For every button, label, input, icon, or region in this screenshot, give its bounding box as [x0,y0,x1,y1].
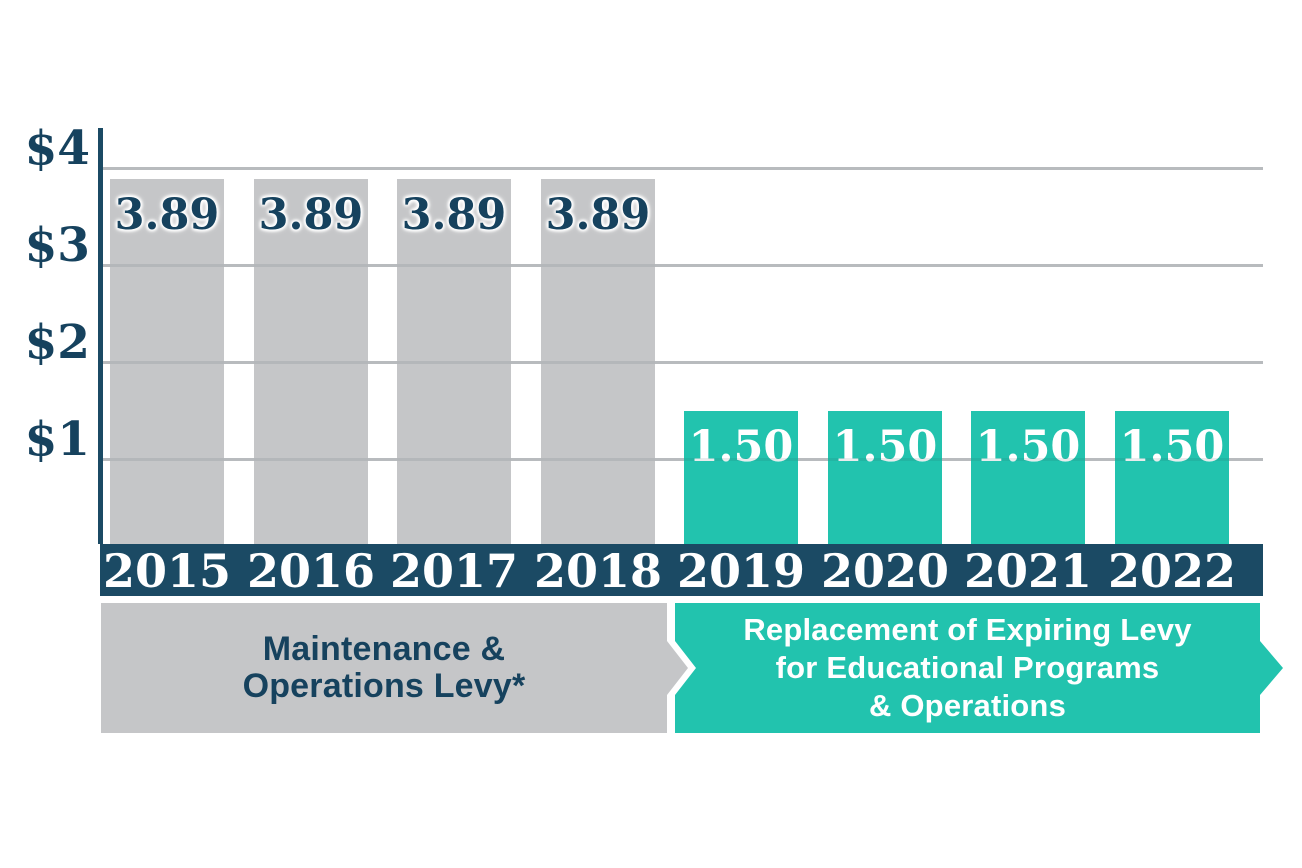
bar-2020: 1.50 [828,411,942,544]
bar-2021: 1.50 [971,411,1085,544]
maintenance-operations-levy-label-box: Maintenance & Operations Levy* [101,603,688,733]
x-axis-label-2015: 2015 [102,544,232,598]
y-gridline [103,264,1263,267]
x-axis-label-2019: 2019 [676,544,806,598]
bar-2019: 1.50 [684,411,798,544]
y-axis-tick-label: $2 [24,315,90,370]
y-gridline [103,458,1263,461]
x-axis-label-2018: 2018 [533,544,663,598]
bar-2018: 3.89 [541,179,655,544]
x-axis-label-2020: 2020 [820,544,950,598]
bar-value-label-2019: 1.50 [688,422,794,472]
y-axis-tick-label: $4 [24,121,90,176]
bar-value-label-2015: 3.89 [114,190,220,240]
bar-value-label-2022: 1.50 [1119,422,1225,472]
x-axis-label-2016: 2016 [246,544,376,598]
replacement-levy-label-box: Replacement of Expiring Levy for Educati… [675,603,1283,733]
y-gridline-overlay [103,167,1263,170]
bar-value-label-2018: 3.89 [545,190,651,240]
y-gridline-overlay [103,458,1263,461]
left-box-line-1: Maintenance & [262,630,506,668]
y-axis-tick-label: $1 [24,412,90,467]
y-axis-line [98,128,103,544]
bar-2016: 3.89 [254,179,368,544]
x-axis-label-2021: 2021 [963,544,1093,598]
x-axis-label-2022: 2022 [1107,544,1237,598]
y-gridline [103,361,1263,364]
right-box-line-1: Replacement of Expiring Levy [743,612,1192,647]
bar-2017: 3.89 [397,179,511,544]
bar-2022: 1.50 [1115,411,1229,544]
bar-value-label-2016: 3.89 [258,190,364,240]
bar-2015: 3.89 [110,179,224,544]
bar-value-label-2017: 3.89 [401,190,507,240]
y-axis-tick-label: $3 [24,218,90,273]
bar-value-label-2020: 1.50 [832,422,938,472]
right-box-line-3: & Operations [868,688,1067,723]
right-box-line-2: for Educational Programs [775,650,1160,685]
y-gridline-overlay [103,361,1263,364]
x-axis-label-2017: 2017 [389,544,519,598]
y-gridline [103,167,1263,170]
x-axis-year-band [100,544,1263,596]
left-box-line-2: Operations Levy* [242,667,526,705]
y-gridline-overlay [103,264,1263,267]
bar-value-label-2021: 1.50 [975,422,1081,472]
